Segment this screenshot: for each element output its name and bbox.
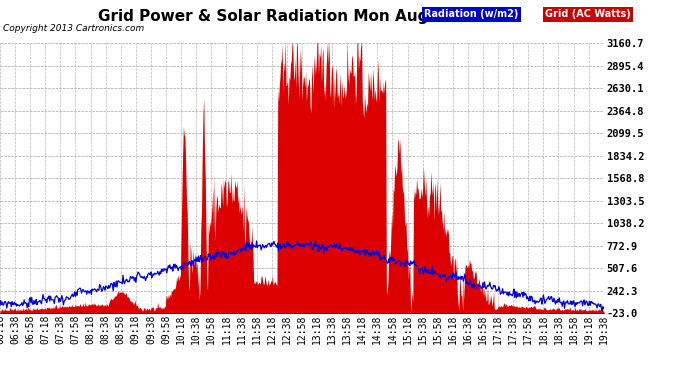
Text: Grid (AC Watts): Grid (AC Watts) <box>545 9 631 20</box>
Text: Radiation (w/m2): Radiation (w/m2) <box>424 9 519 20</box>
Text: Grid Power & Solar Radiation Mon Aug 12 19:57: Grid Power & Solar Radiation Mon Aug 12 … <box>98 9 509 24</box>
Text: Copyright 2013 Cartronics.com: Copyright 2013 Cartronics.com <box>3 24 145 33</box>
